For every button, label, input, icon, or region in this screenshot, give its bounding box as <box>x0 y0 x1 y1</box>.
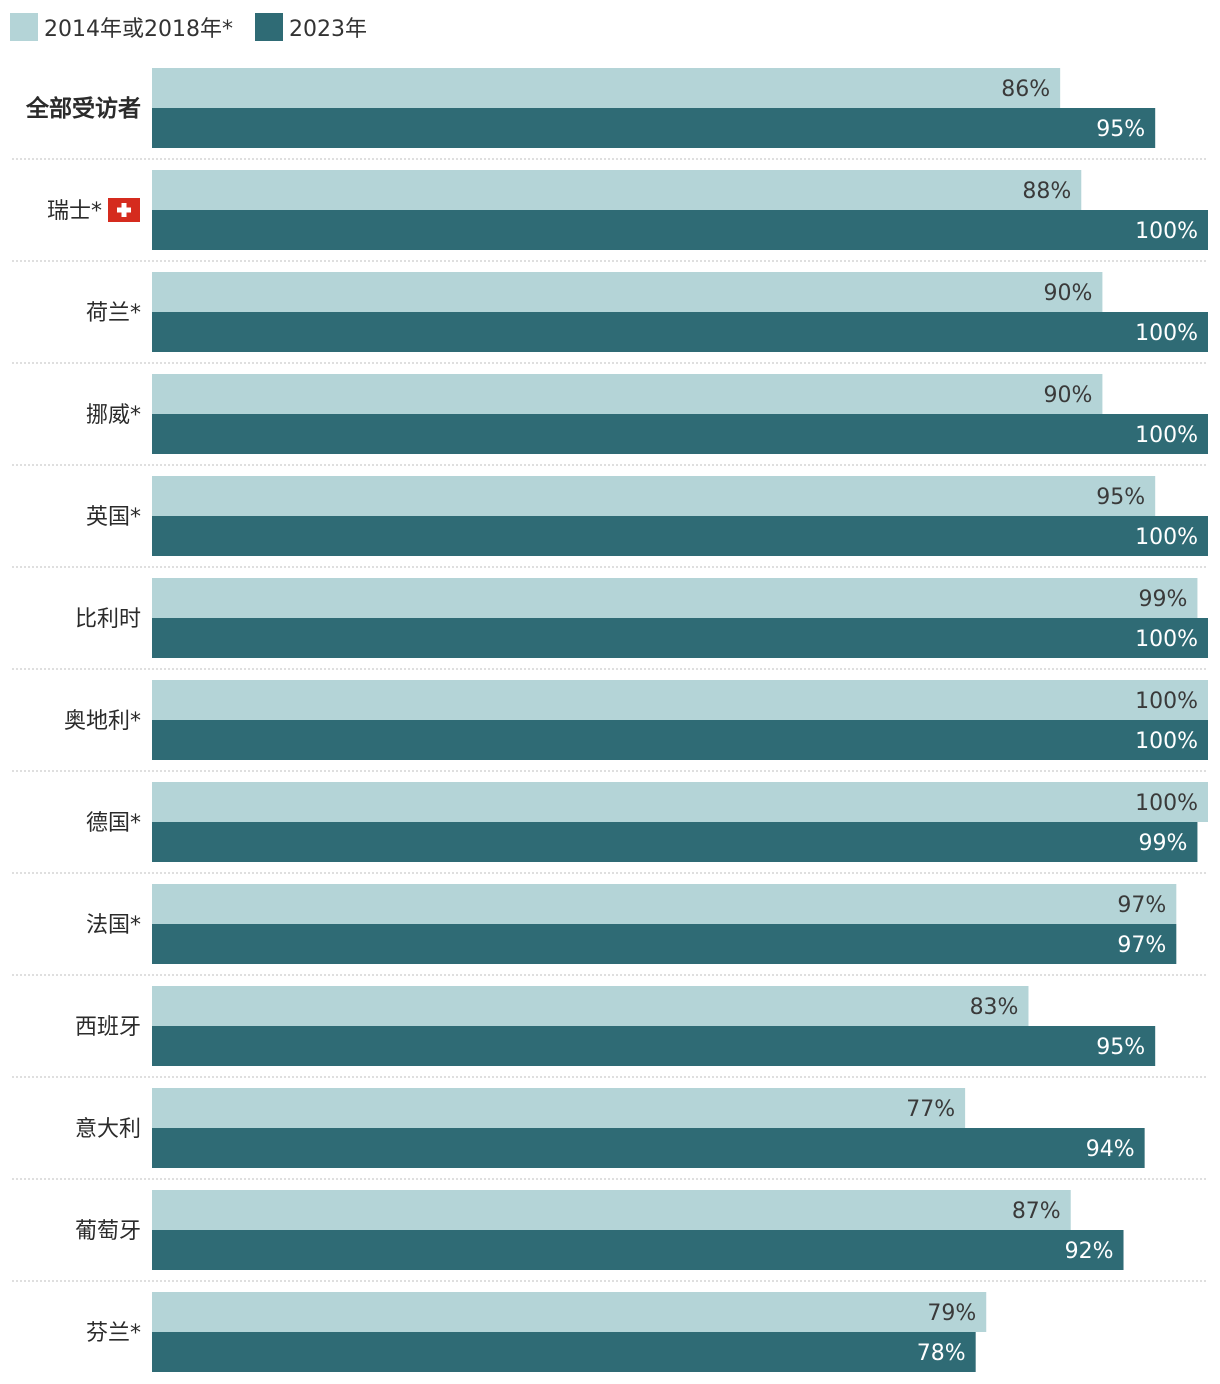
bar-group: 90% 100% 荷兰* <box>86 272 1208 352</box>
bar-group: 83% 95% 西班牙 <box>75 986 1156 1066</box>
bar-group: 95% 100% 英国* <box>86 476 1208 556</box>
category-label: 全部受访者 <box>25 95 141 122</box>
bar-series-1 <box>152 986 1029 1026</box>
data-label-series-2: 95% <box>1096 117 1145 142</box>
category-label: 德国* <box>86 811 141 836</box>
data-label-series-1: 90% <box>1043 383 1092 408</box>
data-label-series-1: 95% <box>1096 485 1145 510</box>
category-label: 葡萄牙 <box>75 1219 141 1244</box>
bar-series-2 <box>152 1332 976 1372</box>
bar-series-2 <box>152 618 1208 658</box>
legend-item-series-1: 2014年或2018年* <box>10 11 233 43</box>
bar-group: 97% 97% 法国* <box>86 884 1177 964</box>
bar-group: 79% 78% 芬兰* <box>86 1292 987 1372</box>
data-label-series-1: 86% <box>1001 77 1050 102</box>
legend-label-series-2: 2023年 <box>288 17 367 42</box>
bar-group: 77% 94% 意大利 <box>75 1088 1145 1168</box>
data-label-series-2: 100% <box>1135 423 1198 448</box>
category-label: 芬兰* <box>86 1321 141 1346</box>
swiss-flag-cross-horizontal <box>117 207 131 213</box>
bar-group: 90% 100% 挪威* <box>86 374 1208 454</box>
bar-series-1 <box>152 170 1082 210</box>
data-label-series-2: 97% <box>1117 933 1166 958</box>
bar-group: 100% 100% 奥地利* <box>64 680 1208 760</box>
bar-series-2 <box>152 822 1198 862</box>
bar-series-2 <box>152 414 1208 454</box>
data-label-series-2: 92% <box>1065 1239 1114 1264</box>
data-label-series-2: 100% <box>1135 321 1198 346</box>
category-label: 西班牙 <box>75 1015 141 1040</box>
data-label-series-1: 83% <box>970 995 1019 1020</box>
data-label-series-1: 90% <box>1043 281 1092 306</box>
bar-series-1 <box>152 476 1156 516</box>
data-label-series-1: 77% <box>906 1097 955 1122</box>
category-label: 比利时 <box>75 607 141 632</box>
bar-series-1 <box>152 680 1208 720</box>
bar-group: 88% 100% 瑞士* <box>47 170 1208 250</box>
bar-series-2 <box>152 1230 1124 1270</box>
legend-swatch-series-1 <box>10 13 38 41</box>
bar-series-2 <box>152 1128 1145 1168</box>
bar-series-1 <box>152 578 1198 618</box>
data-label-series-2: 78% <box>917 1341 966 1366</box>
bar-series-1 <box>152 272 1103 312</box>
bar-group: 100% 99% 德国* <box>86 782 1208 862</box>
data-label-series-1: 97% <box>1117 893 1166 918</box>
bar-series-2 <box>152 210 1208 250</box>
legend: 2014年或2018年* 2023年 <box>10 12 389 42</box>
bar-series-1 <box>152 1292 987 1332</box>
bar-series-2 <box>152 1026 1156 1066</box>
category-label: 荷兰* <box>86 301 141 326</box>
data-label-series-2: 100% <box>1135 219 1198 244</box>
bar-series-1 <box>152 884 1177 924</box>
bar-series-2 <box>152 516 1208 556</box>
bar-group: 86% 95% 全部受访者 <box>25 68 1156 148</box>
data-label-series-2: 99% <box>1139 831 1188 856</box>
data-label-series-2: 100% <box>1135 525 1198 550</box>
bar-series-1 <box>152 374 1103 414</box>
data-label-series-1: 99% <box>1139 587 1188 612</box>
bar-group: 99% 100% 比利时 <box>75 578 1208 658</box>
data-label-series-1: 79% <box>927 1301 976 1326</box>
category-label: 法国* <box>86 913 141 938</box>
bar-series-1 <box>152 782 1208 822</box>
data-label-series-1: 100% <box>1135 689 1198 714</box>
category-label: 挪威* <box>86 403 141 428</box>
legend-label-series-1: 2014年或2018年* <box>44 17 233 42</box>
data-label-series-2: 100% <box>1135 627 1198 652</box>
bar-series-2 <box>152 924 1177 964</box>
category-label: 奥地利* <box>64 709 141 734</box>
bar-series-1 <box>152 1190 1071 1230</box>
category-label: 瑞士* <box>47 199 102 224</box>
legend-item-series-2: 2023年 <box>254 11 367 43</box>
bar-series-1 <box>152 68 1061 108</box>
data-label-series-1: 100% <box>1135 791 1198 816</box>
bar-series-2 <box>152 108 1156 148</box>
data-label-series-2: 95% <box>1096 1035 1145 1060</box>
data-label-series-1: 87% <box>1012 1199 1061 1224</box>
bar-series-2 <box>152 312 1208 352</box>
bar-series-2 <box>152 720 1208 760</box>
data-label-series-1: 88% <box>1022 179 1071 204</box>
category-label: 意大利 <box>75 1117 141 1142</box>
bar-series-1 <box>152 1088 966 1128</box>
bar-group: 87%92% 葡萄牙 <box>75 1190 1124 1270</box>
data-label-series-2: 94% <box>1086 1137 1135 1162</box>
category-label: 英国* <box>86 505 141 530</box>
data-label-series-2: 100% <box>1135 729 1198 754</box>
legend-swatch-series-2 <box>254 13 283 41</box>
